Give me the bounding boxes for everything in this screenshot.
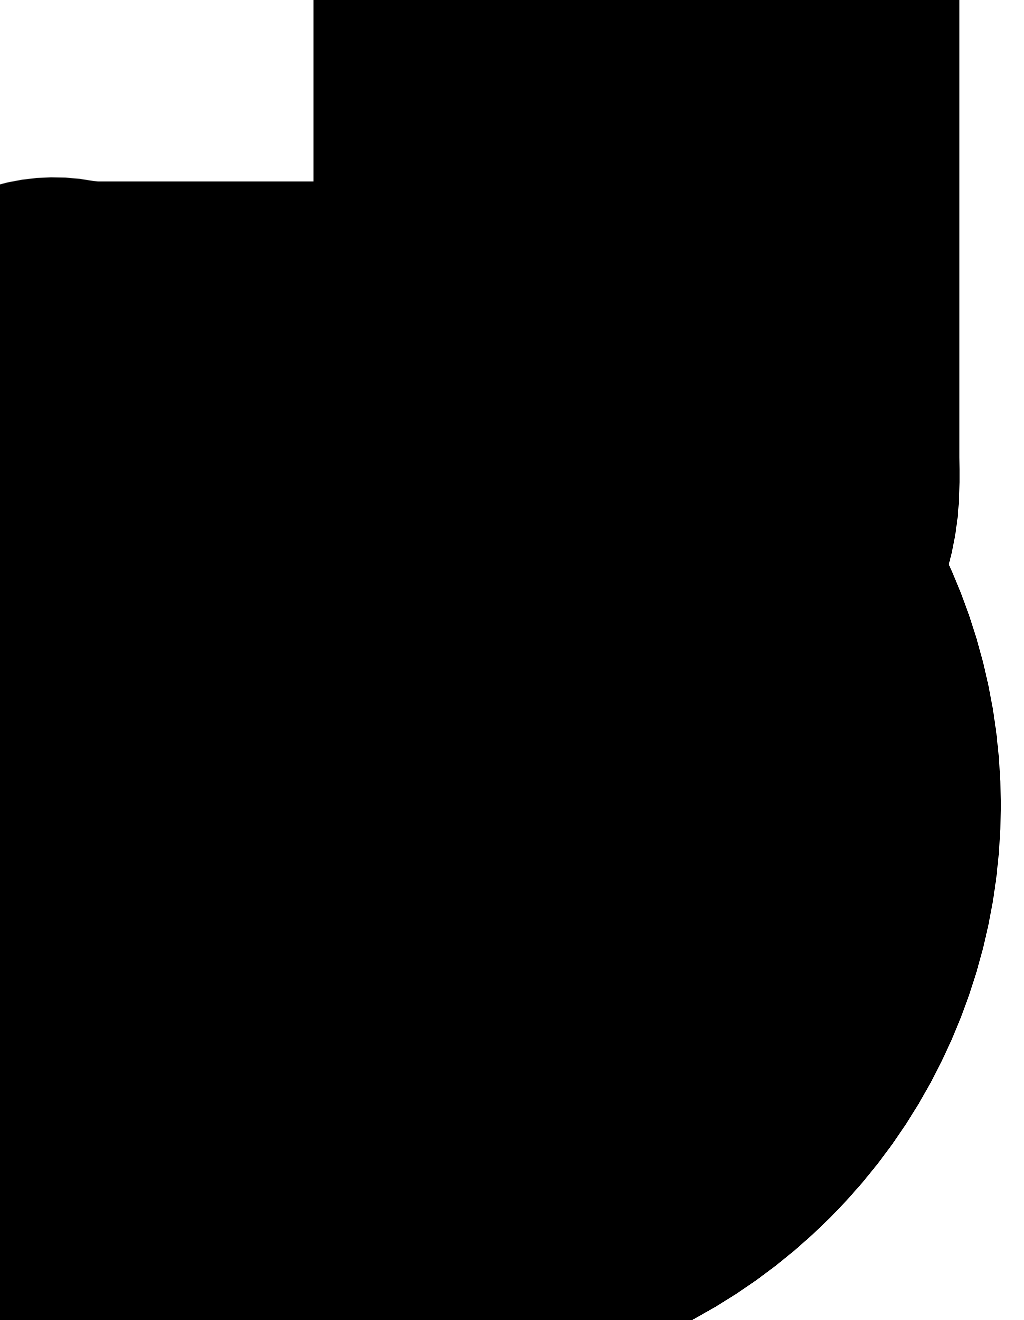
Text: ethanol, dioxane,: ethanol, dioxane, — [643, 478, 763, 492]
Text: O: O — [725, 795, 736, 809]
Text: Patent Application Publication: Patent Application Publication — [142, 198, 354, 211]
Text: I: I — [270, 821, 274, 834]
Text: I: I — [623, 791, 627, 805]
Text: I: I — [632, 536, 636, 550]
Text: I: I — [367, 791, 371, 805]
Text: 3.74 g, 94% yield: 3.74 g, 94% yield — [566, 862, 688, 875]
Text: $C_{20}H_{18}Br_2I_4O_4$: $C_{20}H_{18}Br_2I_4O_4$ — [588, 425, 685, 441]
Text: I: I — [595, 821, 599, 834]
Text: $K_2CO_3$: $K_2CO_3$ — [442, 376, 486, 392]
Text: I: I — [604, 408, 608, 422]
Text: I: I — [312, 379, 316, 392]
Text: O: O — [622, 799, 633, 812]
Text: O: O — [298, 799, 308, 812]
Text: O: O — [565, 552, 577, 566]
Text: O: O — [734, 541, 745, 554]
Text: O: O — [401, 795, 412, 809]
Text: OH: OH — [722, 824, 743, 838]
Text: I: I — [672, 408, 676, 422]
Text: I: I — [352, 408, 356, 422]
Text: Mol. Wt.: 868.80: Mol. Wt.: 868.80 — [246, 850, 360, 863]
Text: O: O — [631, 387, 642, 400]
Text: 8.67 g: 8.67 g — [614, 449, 658, 463]
Text: Br: Br — [752, 437, 767, 451]
Text: Mol. Wt.: 747.83: Mol. Wt.: 747.83 — [260, 438, 374, 451]
Text: I: I — [672, 566, 676, 581]
Text: DMSO, Acetone: DMSO, Acetone — [414, 366, 521, 379]
Text: $C_{17}H_{13}BrI_4O_4$: $C_{17}H_{13}BrI_4O_4$ — [258, 837, 348, 854]
Text: FIG. 66A: FIG. 66A — [472, 965, 578, 985]
Text: water, NaOH: water, NaOH — [643, 491, 731, 504]
Text: 1,3-dibromopropane: 1,3-dibromopropane — [396, 354, 539, 368]
Text: I: I — [285, 408, 289, 422]
Text: 5.94g: 5.94g — [297, 449, 337, 463]
Text: O: O — [397, 416, 408, 429]
Text: Mol. Wt.: 989.78: Mol. Wt.: 989.78 — [580, 438, 693, 451]
Text: I: I — [700, 379, 705, 392]
Text: O: O — [556, 807, 567, 820]
Text: O: O — [232, 807, 244, 820]
Text: $C_{20}H_{22}I_4N_2O_4$: $C_{20}H_{22}I_4N_2O_4$ — [582, 837, 673, 854]
Text: HN: HN — [496, 795, 517, 809]
Text: O: O — [723, 416, 733, 429]
Text: I: I — [663, 821, 667, 834]
Text: HO: HO — [220, 404, 242, 418]
Text: $C_{17}H_{13}BrI_4O_4$: $C_{17}H_{13}BrI_4O_4$ — [592, 583, 681, 599]
Text: I: I — [700, 536, 705, 550]
Text: $NH_2$: $NH_2$ — [506, 828, 534, 843]
Text: Br: Br — [508, 383, 523, 397]
Text: Mar. 3, 2011  Sheet 71 of 72: Mar. 3, 2011 Sheet 71 of 72 — [381, 198, 580, 211]
Text: US 2011/0052715 A1: US 2011/0052715 A1 — [675, 198, 821, 211]
Text: I: I — [691, 791, 695, 805]
Text: O: O — [311, 387, 323, 400]
Text: O: O — [565, 393, 577, 408]
Text: I: I — [381, 379, 385, 392]
Text: O: O — [417, 380, 427, 395]
Text: I: I — [299, 791, 303, 805]
Text: 6.17 g, 89% yield from Tetrac: 6.17 g, 89% yield from Tetrac — [534, 607, 739, 622]
Text: O: O — [631, 544, 642, 558]
Text: Mol. Wt.: 868.80: Mol. Wt.: 868.80 — [580, 595, 693, 610]
Text: I: I — [632, 379, 636, 392]
Text: OH: OH — [398, 824, 419, 838]
Text: I: I — [604, 566, 608, 581]
Text: Br: Br — [509, 541, 524, 554]
Text: $C_{14}H_8I_4O_4$: $C_{14}H_8I_4O_4$ — [283, 425, 351, 441]
Text: Mol. Wt.: 862.02: Mol. Wt.: 862.02 — [570, 850, 684, 863]
Text: I: I — [339, 821, 343, 834]
Text: OH: OH — [731, 570, 753, 583]
Text: Br: Br — [176, 795, 191, 809]
Text: O: O — [734, 383, 745, 397]
Text: 4 g: 4 g — [292, 862, 314, 875]
